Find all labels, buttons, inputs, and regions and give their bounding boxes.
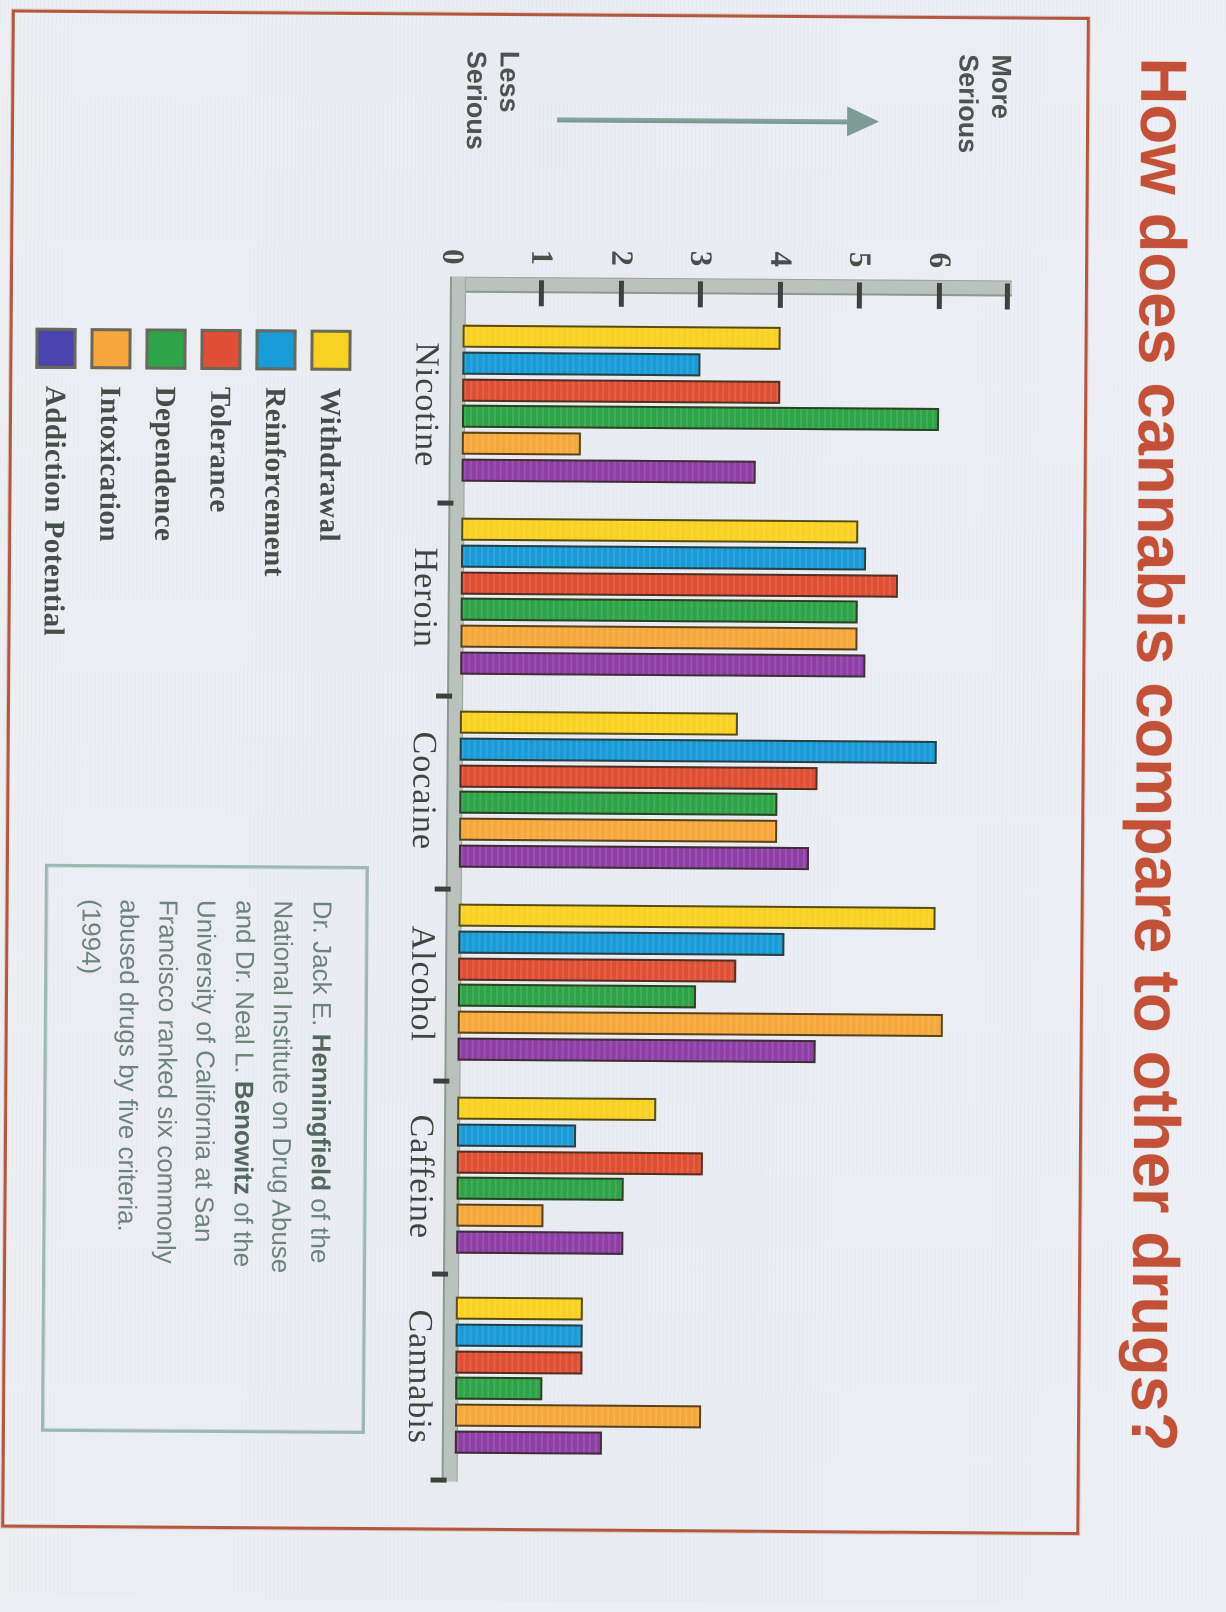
bar-heroin-intoxication: [460, 624, 859, 651]
legend-label-withdrawal: Withdrawal: [313, 387, 347, 543]
less-serious-line2: Serious: [460, 50, 492, 150]
bar-cannabis-withdrawal: [455, 1296, 584, 1321]
bar-heroin-addiction-potential: [460, 651, 866, 678]
citation-text: of the: [305, 1190, 336, 1264]
citation-line: National Institute on Drug Abuse: [261, 900, 303, 1420]
value-axis-endcap: [1004, 283, 1010, 310]
bar-alcohol-tolerance: [458, 957, 737, 983]
legend: Withdrawal Reinforcement Tolerance Dependen…: [35, 0, 1226, 1606]
legend-swatch-intoxication: [90, 328, 132, 370]
category-label-alcohol: Alcohol: [403, 925, 442, 1043]
value-axis-tick-label: 1: [525, 249, 561, 266]
citation-text: and Dr. Neal L.: [229, 900, 261, 1081]
legend-label-tolerance: Tolerance: [203, 386, 237, 513]
citation-name-bold: Henningfield: [305, 1033, 337, 1192]
legend-swatch-tolerance: [200, 328, 242, 371]
value-axis-tick-label: 4: [764, 251, 800, 268]
legend-label-reinforcement: Reinforcement: [257, 387, 292, 578]
legend-label-intoxication: Intoxication: [93, 386, 127, 543]
bar-cocaine-tolerance: [459, 764, 818, 790]
bar-nicotine-intoxication: [461, 431, 582, 456]
citation-text: Dr. Jack E.: [306, 900, 338, 1034]
more-serious-line2: Serious: [952, 54, 984, 154]
bar-nicotine-tolerance: [462, 378, 781, 404]
bar-nicotine-withdrawal: [462, 324, 781, 350]
bar-alcohol-dependence: [457, 984, 697, 1009]
bar-alcohol-reinforcement: [458, 930, 785, 956]
more-serious-label: More Serious: [951, 54, 1018, 154]
legend-swatch-reinforcement: [255, 329, 297, 371]
value-axis-tick-label: 5: [843, 251, 879, 268]
citation-line: Francisco ranked six commonly: [146, 900, 188, 1420]
bar-nicotine-reinforcement: [462, 351, 701, 377]
bar-heroin-dependence: [460, 598, 859, 624]
bar-cocaine-dependence: [459, 791, 778, 817]
bar-caffeine-intoxication: [456, 1203, 544, 1228]
bar-cocaine-intoxication: [459, 817, 778, 844]
bar-heroin-reinforcement: [460, 544, 867, 571]
legend-label-dependence: Dependence: [148, 386, 182, 542]
bar-cocaine-addiction-potential: [458, 844, 809, 871]
bar-cannabis-addiction-potential: [454, 1430, 603, 1455]
bar-heroin-tolerance: [460, 571, 899, 598]
value-axis-tick: [698, 281, 704, 308]
citation-line: (1994): [69, 899, 111, 1419]
bar-cannabis-reinforcement: [455, 1323, 583, 1348]
category-label-caffeine: Caffeine: [402, 1114, 441, 1240]
citation-text: National Institute on Drug Abuse: [266, 900, 300, 1274]
category-label-heroin: Heroin: [406, 547, 445, 649]
bar-cocaine-withdrawal: [459, 710, 739, 736]
less-serious-line1: Less: [494, 50, 525, 113]
bar-cocaine-reinforcement: [459, 737, 937, 764]
more-serious-line1: More: [986, 54, 1017, 120]
citation-line: Dr. Jack E. Henningfield of the: [300, 901, 342, 1421]
citation-name-bold: Benowitz: [228, 1080, 260, 1196]
value-axis-tick: [777, 281, 783, 308]
category-label-cocaine: Cocaine: [405, 731, 443, 851]
bar-caffeine-withdrawal: [457, 1096, 657, 1122]
citation-line: abused drugs by five criteria.: [107, 899, 149, 1419]
value-axis-tick: [618, 280, 624, 307]
value-axis-tick-label: 0: [436, 248, 472, 265]
value-axis-tick-label: 2: [605, 250, 641, 266]
value-axis-tick-label: 6: [923, 252, 959, 269]
bar-alcohol-intoxication: [457, 1010, 943, 1038]
citation-text: of the: [228, 1194, 259, 1268]
value-axis-tick: [539, 280, 545, 307]
bar-cannabis-intoxication: [454, 1403, 702, 1429]
citation-text: Francisco ranked six commonly: [151, 899, 184, 1264]
category-label-cannabis: Cannabis: [400, 1309, 439, 1445]
legend-swatch-dependence: [145, 328, 187, 370]
citation-text: (1994): [76, 898, 107, 975]
citation-text: University of California at San: [189, 899, 223, 1243]
value-axis-tick-label: 3: [684, 250, 720, 267]
chart-title: How does cannabis compare to other drugs…: [1117, 57, 1201, 1452]
bar-cannabis-dependence: [455, 1377, 543, 1401]
bar-alcohol-withdrawal: [458, 903, 936, 930]
seriousness-arrow-icon: [846, 106, 880, 137]
bar-heroin-withdrawal: [461, 517, 859, 544]
category-label-nicotine: Nicotine: [407, 342, 446, 468]
citation-box: Dr. Jack E. Henningfield of the National …: [40, 863, 369, 1435]
bar-nicotine-dependence: [461, 405, 940, 432]
bar-caffeine-addiction-potential: [456, 1230, 624, 1255]
bar-nicotine-addiction-potential: [461, 458, 756, 484]
bar-cannabis-tolerance: [455, 1350, 583, 1375]
citation-text: abused drugs by five criteria.: [112, 899, 146, 1232]
citation-line: and Dr. Neal L. Benowitz of the: [223, 900, 265, 1420]
less-serious-label: Less Serious: [459, 51, 526, 151]
value-axis-tick: [857, 282, 863, 309]
bar-caffeine-reinforcement: [456, 1123, 577, 1148]
legend-swatch-addiction-potential: [35, 327, 77, 369]
bar-alcohol-addiction-potential: [457, 1037, 816, 1064]
citation-line: University of California at San: [184, 900, 226, 1420]
bar-caffeine-tolerance: [456, 1150, 704, 1175]
legend-label-addiction-potential: Addiction Potential: [37, 385, 72, 637]
legend-swatch-withdrawal: [310, 329, 352, 371]
plot-area: [454, 0, 1226, 1606]
value-axis-tick: [936, 282, 942, 310]
bar-caffeine-dependence: [456, 1177, 624, 1202]
